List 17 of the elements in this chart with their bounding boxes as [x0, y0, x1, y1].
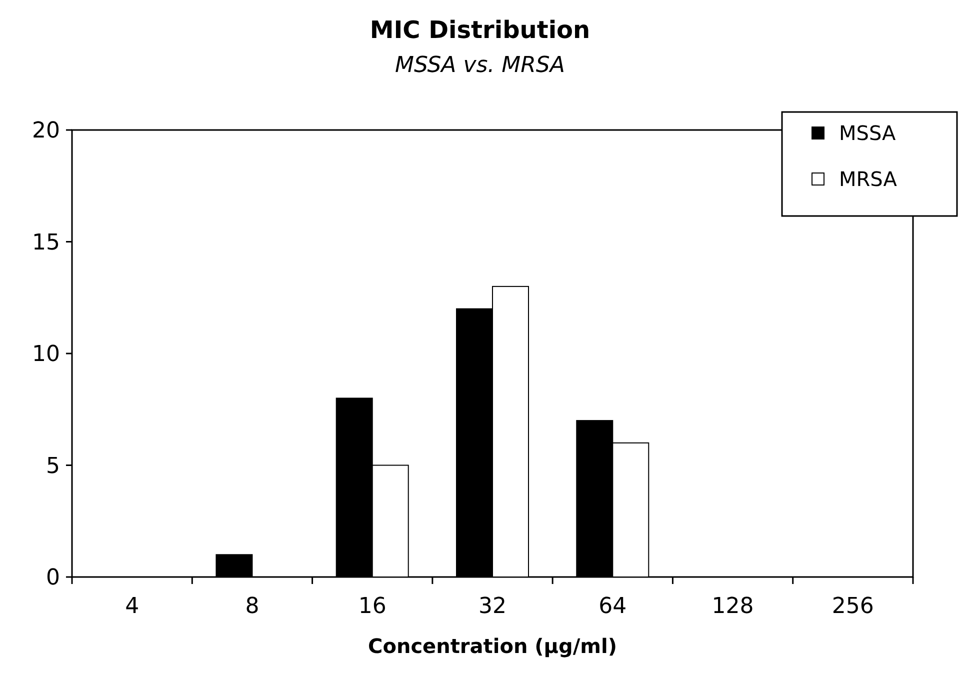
x-tick-label: 64	[598, 594, 627, 619]
y-tick-label: 10	[32, 342, 60, 368]
legend-label: MRSA	[839, 167, 898, 191]
legend-label: MSSA	[839, 121, 896, 145]
x-tick-label: 32	[478, 594, 506, 619]
y-tick-label: 0	[46, 566, 60, 591]
x-tick-label: 16	[358, 594, 386, 619]
y-tick-label: 5	[46, 454, 60, 479]
chart-subtitle: MSSA vs. MRSA	[395, 53, 565, 78]
x-tick-label: 8	[245, 594, 260, 619]
x-axis-title: Concentration (µg/ml)	[368, 634, 617, 658]
chart-title: MIC Distribution	[370, 16, 590, 44]
y-tick-label: 20	[32, 118, 60, 144]
x-tick-label: 128	[712, 594, 754, 619]
x-tick-label: 4	[125, 594, 140, 619]
y-tick-label: 15	[32, 230, 60, 256]
x-tick-label: 256	[832, 594, 874, 619]
